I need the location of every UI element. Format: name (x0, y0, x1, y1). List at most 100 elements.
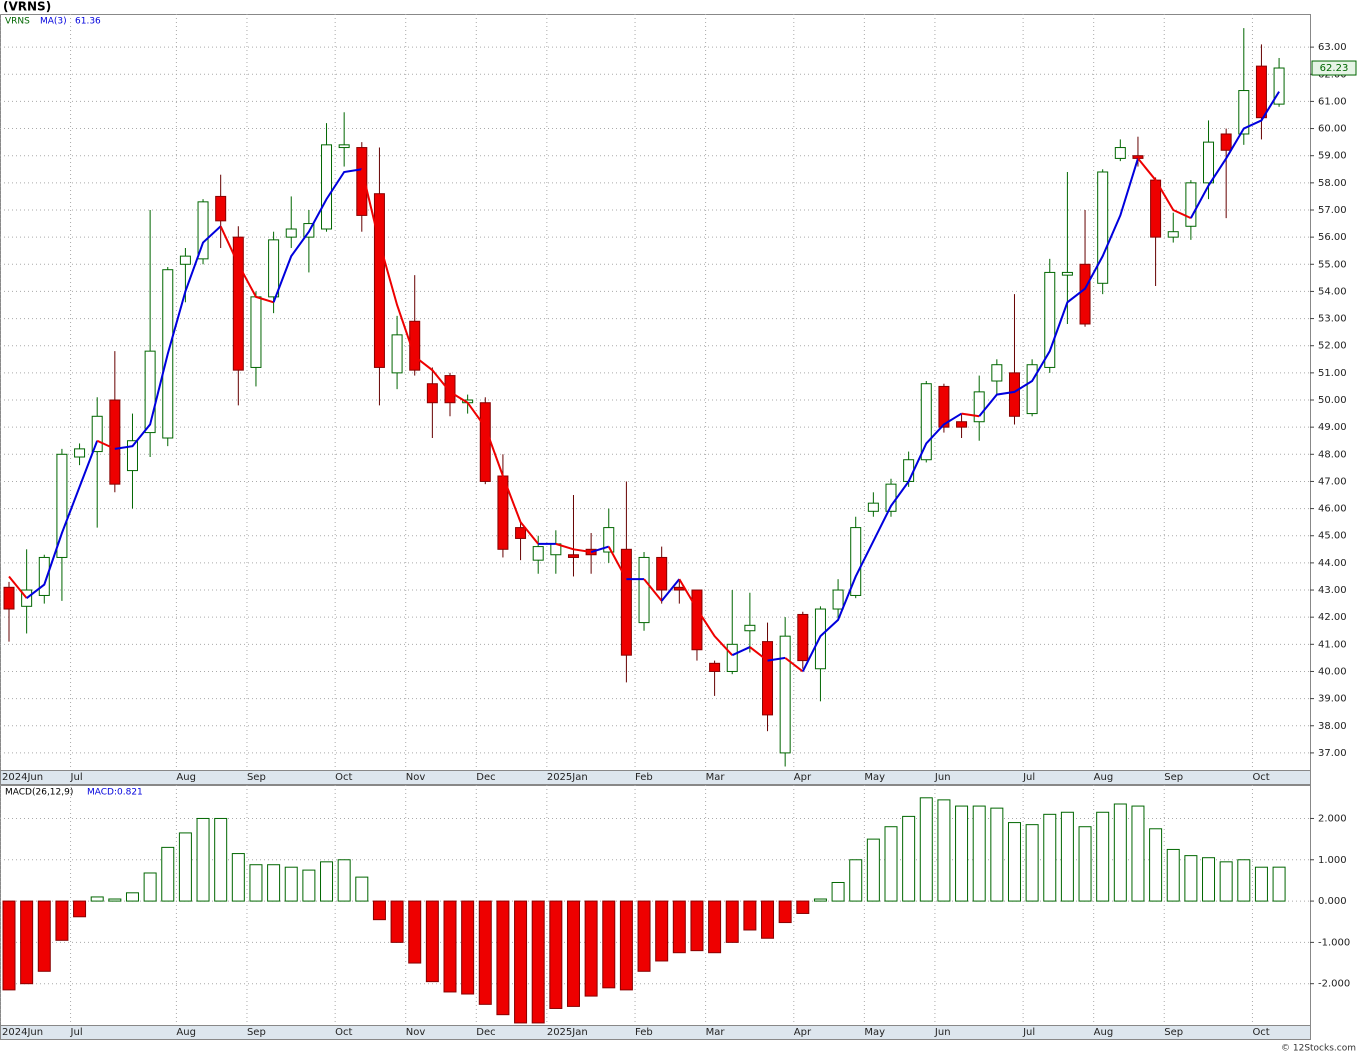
candle-body (1079, 263, 1091, 325)
ma-line (749, 646, 769, 662)
candle-body (56, 453, 68, 558)
x-tick-label: Aug (176, 1027, 196, 1038)
y-tick-label: 48.00 (1318, 449, 1347, 460)
x-tick-label: Sep (1164, 772, 1183, 783)
macd-bar (196, 817, 210, 902)
candle-body (444, 375, 456, 404)
candle-body (938, 385, 950, 428)
candle-body (515, 527, 527, 539)
ma-line (643, 578, 663, 602)
candle-body (426, 383, 438, 404)
y-tick-label: 43.00 (1318, 585, 1347, 596)
macd-bar (1043, 813, 1057, 902)
last-price-box (1311, 60, 1357, 76)
y-tick-label: 37.00 (1318, 748, 1347, 759)
x-tick-label: Sep (1164, 1027, 1183, 1038)
macd-bar (1096, 811, 1110, 902)
macd-bar (937, 799, 951, 902)
candle-body (74, 448, 86, 458)
ma-line (272, 168, 362, 303)
x-tick-label: 2025Jan (547, 772, 588, 783)
candle-body (91, 415, 103, 453)
candle-body (832, 589, 844, 610)
macd-bar (919, 797, 933, 902)
macd-bar (990, 807, 1004, 902)
x-tick-label: 2024Jun (2, 1027, 43, 1038)
ma-line (96, 439, 116, 450)
macd-bar (390, 900, 404, 943)
macd-bar (1113, 803, 1127, 902)
macd-bar (761, 900, 775, 939)
candle-body (1220, 133, 1232, 151)
ma-line (801, 412, 963, 672)
x-tick-label: 2024Jun (2, 772, 43, 783)
candle-body (1008, 372, 1020, 417)
ma-line (8, 575, 28, 599)
macd-bar (708, 900, 722, 954)
y-tick-label: 0.000 (1318, 896, 1347, 907)
ma-line (767, 656, 786, 662)
macd-bar (231, 853, 245, 902)
y-tick-label: 55.00 (1318, 259, 1347, 270)
macd-bar (655, 900, 669, 962)
candle-body (1255, 65, 1267, 119)
y-tick-label: 58.00 (1318, 178, 1347, 189)
macd-bar (496, 900, 510, 1016)
candle-body (321, 144, 333, 230)
x-tick-label: Jul (70, 1027, 83, 1038)
macd-bar (637, 900, 651, 972)
macd-bar (1131, 805, 1145, 902)
candle-body (656, 556, 668, 591)
ma-line (660, 578, 681, 602)
y-tick-label: 50.00 (1318, 395, 1347, 406)
macd-bar (1254, 866, 1268, 902)
candle-body (1114, 147, 1126, 159)
y-tick-label: 57.00 (1318, 205, 1347, 216)
candle-body (1185, 182, 1197, 227)
candle-body (603, 527, 615, 553)
macd-bar (408, 900, 422, 964)
candle-body (197, 201, 209, 260)
x-tick-label: Mar (706, 772, 726, 783)
y-tick-label: 45.00 (1318, 531, 1347, 542)
macd-bar (161, 846, 175, 902)
macd-bar (337, 859, 351, 902)
x-tick-label: Dec (476, 1027, 495, 1038)
macd-bar (690, 900, 704, 952)
macd-bar (602, 900, 616, 989)
x-tick-label: 2025Jan (547, 1027, 588, 1038)
macd-bar (478, 900, 492, 1005)
ma-line (731, 646, 751, 657)
ma-line (678, 578, 733, 656)
macd-bar (125, 892, 139, 902)
candle-body (179, 255, 191, 265)
y-tick-label: 61.00 (1318, 96, 1347, 107)
candle-body (797, 613, 809, 662)
macd-bar (778, 900, 792, 924)
macd-bar (584, 900, 598, 997)
macd-bar (902, 815, 916, 902)
candle-body (673, 586, 685, 591)
macd-bar (320, 861, 334, 902)
y-tick-label: 59.00 (1318, 151, 1347, 162)
footer: © 12Stocks.com (1281, 1044, 1356, 1054)
macd-bar (566, 900, 580, 1007)
macd-bar (2, 900, 16, 991)
macd-bar (884, 826, 898, 902)
macd-bar (531, 900, 545, 1024)
macd-bar (1060, 811, 1074, 902)
y-tick-label: 53.00 (1318, 314, 1347, 325)
x-tick-label: Feb (635, 772, 653, 783)
candle-body (1150, 179, 1162, 238)
x-tick-label: Jun (934, 772, 951, 783)
x-tick-label: Oct (335, 1027, 352, 1038)
y-tick-label: 56.00 (1318, 232, 1347, 243)
candle-body (1132, 155, 1144, 159)
candle-body (215, 195, 227, 222)
ma-line (1190, 91, 1280, 219)
price-panel (0, 14, 1311, 771)
candle-body (920, 383, 932, 461)
macd-bar (672, 900, 686, 954)
x-tick-label: Aug (1094, 1027, 1114, 1038)
macd-bar (972, 805, 986, 902)
